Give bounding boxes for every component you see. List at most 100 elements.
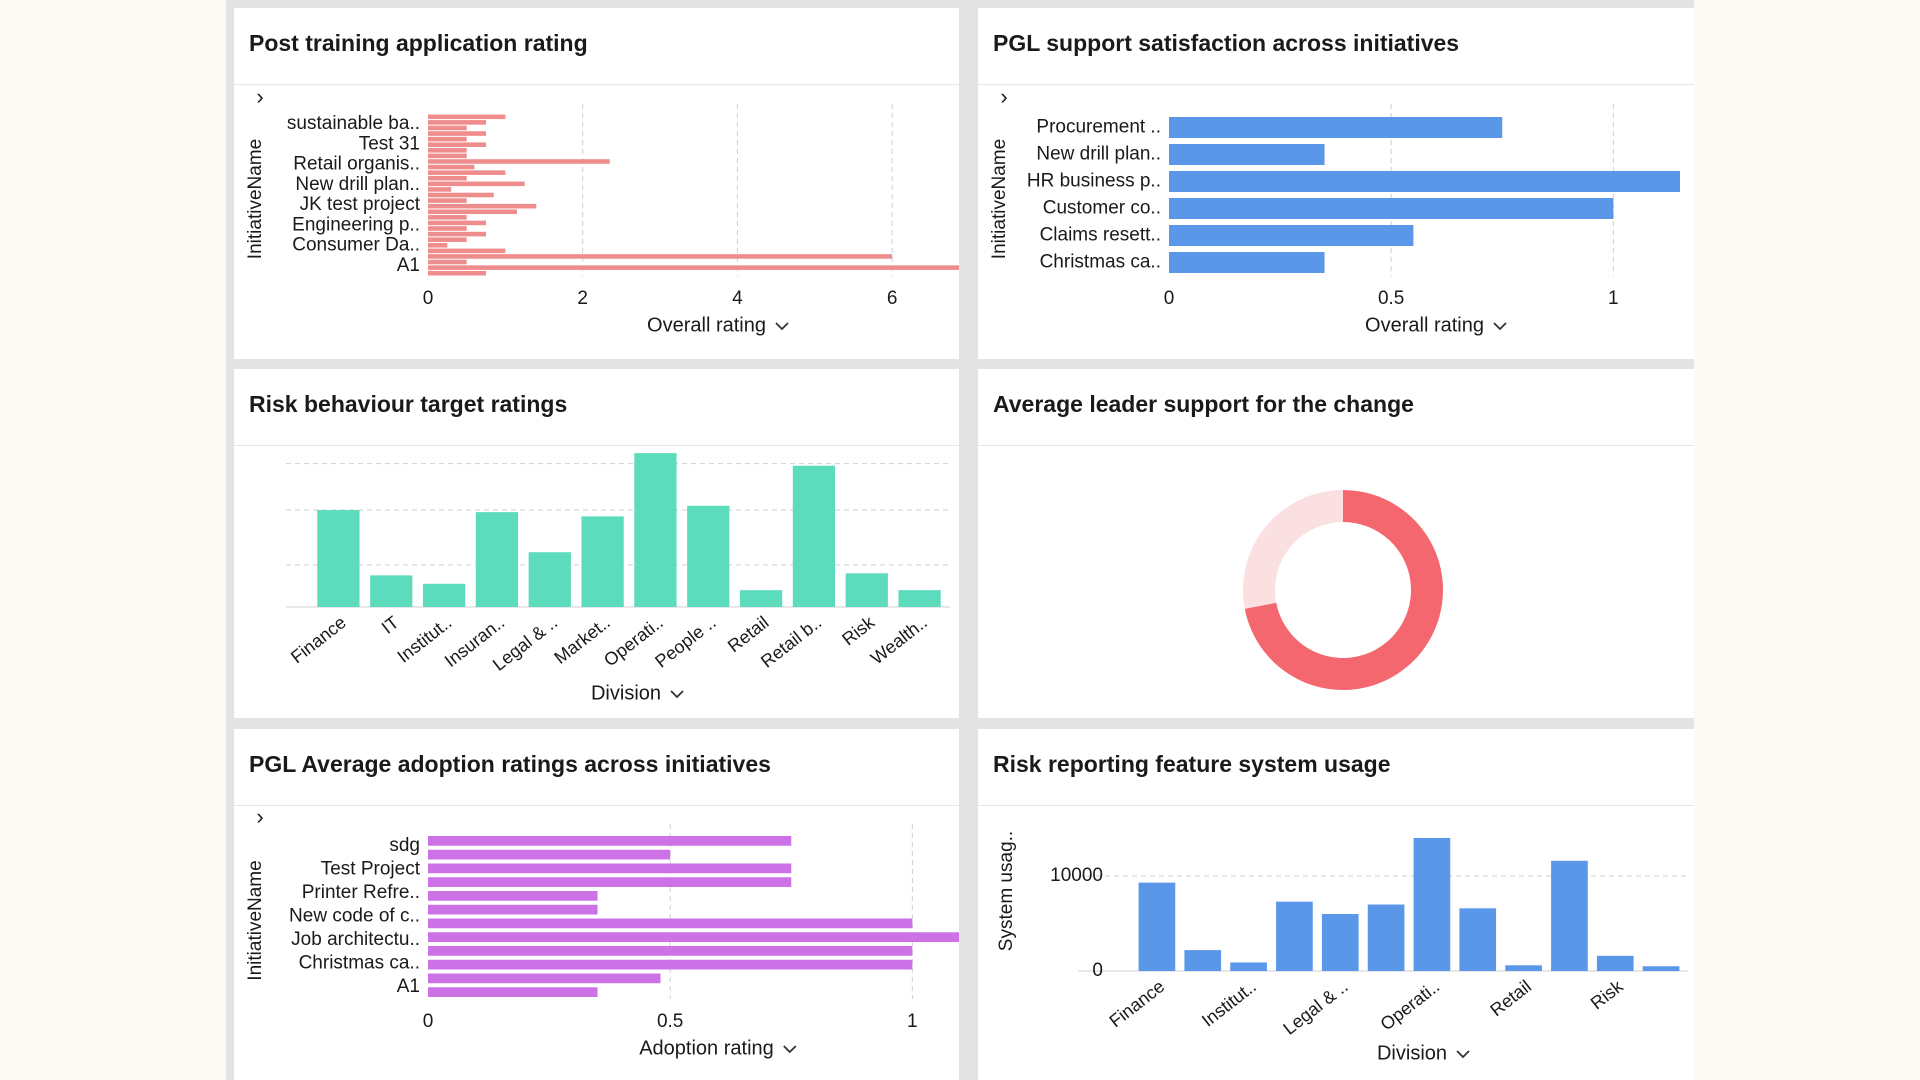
- bar[interactable]: [1230, 962, 1267, 971]
- bar[interactable]: [428, 849, 671, 860]
- bar[interactable]: [428, 136, 467, 142]
- x-tick-label: Wealth..: [867, 612, 931, 668]
- category-label: A1: [397, 976, 420, 997]
- x-axis-dropdown-chevron-icon[interactable]: [1456, 1050, 1470, 1059]
- bar[interactable]: [1276, 901, 1313, 971]
- bar[interactable]: [1367, 904, 1405, 972]
- bar[interactable]: [898, 590, 941, 607]
- bar[interactable]: [428, 265, 959, 270]
- bar[interactable]: [581, 516, 624, 607]
- x-tick-label: 1: [1608, 288, 1619, 309]
- bar[interactable]: [428, 863, 792, 874]
- bar[interactable]: [428, 237, 467, 242]
- bar[interactable]: [428, 987, 598, 997]
- bar[interactable]: [1413, 838, 1451, 971]
- bar[interactable]: [1169, 117, 1503, 138]
- expand-chevron-icon[interactable]: ›: [1000, 84, 1007, 109]
- expand-chevron-icon[interactable]: ›: [256, 84, 263, 109]
- bar[interactable]: [428, 959, 913, 970]
- bar[interactable]: [428, 259, 467, 265]
- panel-title: PGL support satisfaction across initiati…: [993, 30, 1460, 56]
- bar[interactable]: [687, 505, 730, 607]
- bar[interactable]: [428, 142, 487, 148]
- x-axis-dropdown-chevron-icon[interactable]: [775, 322, 789, 331]
- x-axis-title[interactable]: Division: [1377, 1042, 1447, 1064]
- bar[interactable]: [422, 583, 466, 607]
- bar[interactable]: [428, 148, 467, 153]
- category-label: Test Project: [321, 858, 421, 879]
- x-axis-title[interactable]: Overall rating: [1365, 314, 1484, 336]
- bar[interactable]: [634, 453, 677, 607]
- bar[interactable]: [428, 877, 792, 887]
- bar[interactable]: [1642, 966, 1680, 971]
- bar[interactable]: [1169, 225, 1414, 246]
- bar[interactable]: [428, 254, 893, 259]
- bar[interactable]: [1184, 950, 1222, 971]
- bar[interactable]: [428, 131, 487, 136]
- bar[interactable]: [739, 590, 783, 607]
- bar[interactable]: [370, 575, 413, 607]
- bar[interactable]: [1169, 198, 1614, 219]
- bar[interactable]: [428, 836, 792, 846]
- bar[interactable]: [428, 203, 537, 209]
- bar[interactable]: [428, 248, 506, 254]
- category-label: Job architectu..: [291, 929, 420, 950]
- x-axis-title[interactable]: Overall rating: [647, 314, 766, 336]
- bar[interactable]: [428, 125, 467, 131]
- bar[interactable]: [1551, 860, 1588, 971]
- expand-chevron-icon[interactable]: ›: [256, 804, 263, 829]
- category-label: Procurement ..: [1036, 117, 1161, 138]
- x-axis-dropdown-chevron-icon[interactable]: [1493, 322, 1507, 331]
- x-axis-title[interactable]: Division: [591, 682, 661, 704]
- bar[interactable]: [528, 552, 571, 607]
- bar[interactable]: [428, 215, 467, 220]
- bar[interactable]: [428, 175, 467, 181]
- category-label: Christmas ca..: [299, 953, 420, 974]
- category-label: sdg: [389, 835, 420, 856]
- bar[interactable]: [317, 510, 360, 607]
- bar[interactable]: [428, 159, 610, 164]
- x-axis-title[interactable]: Adoption rating: [639, 1037, 774, 1059]
- bar[interactable]: [428, 220, 487, 226]
- bar[interactable]: [428, 226, 467, 231]
- bar[interactable]: [428, 120, 487, 125]
- divider: [978, 445, 1694, 446]
- bar[interactable]: [428, 918, 913, 929]
- panel-risk-reporting-usage: Risk reporting feature system usage Fina…: [978, 729, 1694, 1080]
- bar[interactable]: [1138, 882, 1176, 971]
- bar[interactable]: [428, 170, 506, 175]
- bar[interactable]: [1169, 171, 1680, 192]
- bar[interactable]: [428, 153, 467, 159]
- bar[interactable]: [1596, 955, 1634, 971]
- bar[interactable]: [428, 932, 959, 942]
- bar[interactable]: [428, 192, 494, 198]
- category-label: New code of c..: [289, 906, 420, 927]
- bar[interactable]: [428, 187, 452, 192]
- bar[interactable]: [428, 242, 448, 248]
- bar[interactable]: [1505, 965, 1542, 971]
- bar[interactable]: [792, 465, 836, 607]
- bar[interactable]: [845, 573, 888, 607]
- x-axis-dropdown-chevron-icon[interactable]: [670, 690, 684, 699]
- x-axis-dropdown-chevron-icon[interactable]: [783, 1045, 797, 1054]
- bar[interactable]: [1459, 908, 1497, 971]
- bar[interactable]: [1321, 914, 1359, 971]
- bar[interactable]: [428, 270, 487, 276]
- bar[interactable]: [428, 209, 517, 215]
- bar[interactable]: [428, 114, 506, 120]
- bar[interactable]: [428, 181, 525, 187]
- bar[interactable]: [428, 946, 913, 956]
- bar[interactable]: [475, 512, 519, 607]
- bar[interactable]: [428, 231, 487, 237]
- bar[interactable]: [428, 973, 661, 984]
- donut-slice[interactable]: [1244, 490, 1443, 690]
- divider: [234, 84, 959, 85]
- bar[interactable]: [428, 198, 467, 203]
- bar[interactable]: [428, 891, 598, 901]
- bar[interactable]: [1169, 144, 1325, 165]
- bar[interactable]: [428, 904, 598, 915]
- bar[interactable]: [1169, 252, 1325, 273]
- bar[interactable]: [428, 164, 475, 170]
- donut-slice[interactable]: [1243, 490, 1343, 609]
